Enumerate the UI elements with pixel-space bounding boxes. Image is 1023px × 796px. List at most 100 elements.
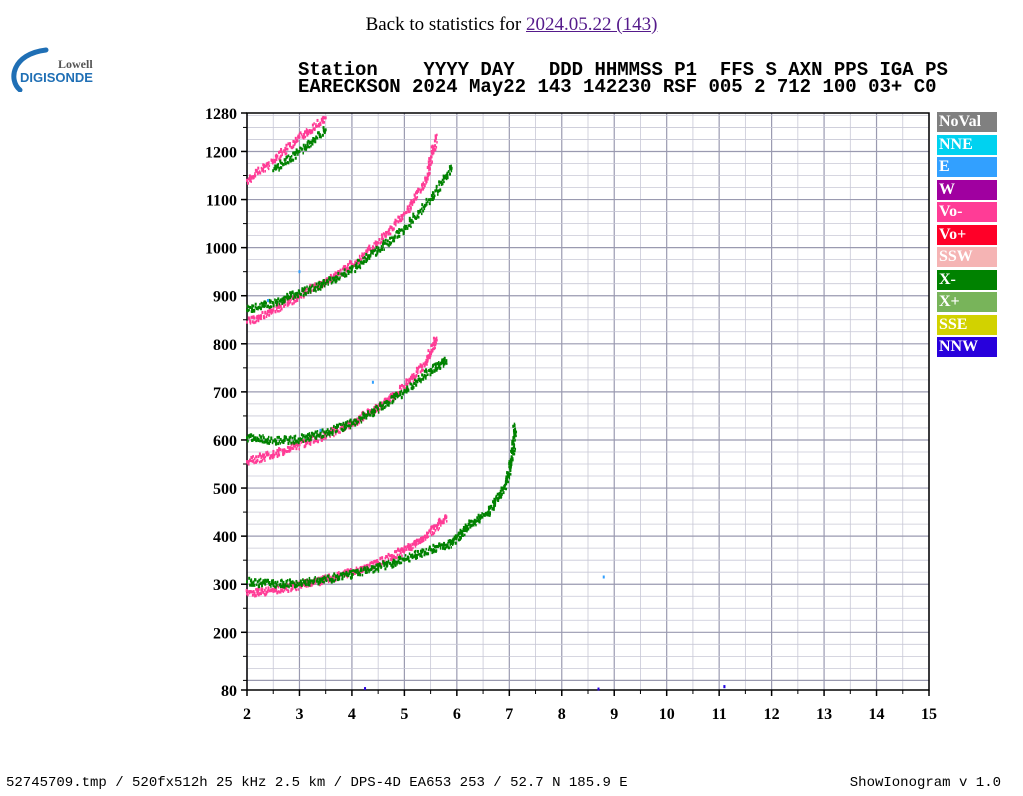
data-point-vo- bbox=[358, 570, 360, 573]
data-point-vo- bbox=[311, 131, 314, 134]
data-point-x- bbox=[380, 408, 383, 411]
data-point-vo- bbox=[291, 146, 294, 150]
data-point-vo- bbox=[254, 174, 257, 178]
data-point-x- bbox=[281, 440, 284, 444]
data-point-x- bbox=[446, 362, 448, 365]
y-tick-label: 80 bbox=[221, 683, 237, 700]
data-point-vo- bbox=[252, 175, 255, 179]
data-point-vo- bbox=[248, 590, 251, 594]
data-point-vo- bbox=[287, 299, 290, 303]
data-point-vo- bbox=[387, 552, 390, 556]
data-point-vo- bbox=[428, 168, 430, 172]
data-point-x- bbox=[412, 385, 415, 389]
data-point-x- bbox=[272, 584, 275, 588]
data-point-x- bbox=[341, 574, 344, 577]
data-point-vo- bbox=[265, 586, 267, 590]
data-point-x- bbox=[355, 262, 358, 266]
data-point-x- bbox=[282, 582, 285, 586]
data-point-vo- bbox=[316, 439, 319, 443]
data-point-vo- bbox=[329, 435, 331, 438]
data-point-x- bbox=[275, 442, 278, 446]
data-point-vo- bbox=[283, 588, 286, 592]
data-point-x- bbox=[475, 523, 477, 527]
data-point-vo- bbox=[260, 588, 263, 592]
data-point-x- bbox=[432, 364, 435, 368]
data-point-vo- bbox=[249, 322, 252, 325]
statistics-date-link[interactable]: 2024.05.22 (143) bbox=[526, 14, 658, 35]
x-tick-label: 14 bbox=[869, 706, 885, 723]
data-point-x- bbox=[434, 364, 437, 368]
data-point-vo- bbox=[432, 347, 435, 351]
data-point-x- bbox=[434, 366, 437, 370]
data-point-vo- bbox=[393, 398, 395, 401]
data-point-vo- bbox=[423, 186, 425, 189]
data-point-x- bbox=[457, 533, 460, 537]
data-point-vo- bbox=[286, 303, 289, 307]
data-point-x- bbox=[330, 580, 333, 584]
data-point-vo- bbox=[273, 587, 276, 590]
data-point-x- bbox=[362, 256, 364, 260]
data-point-x- bbox=[364, 568, 367, 571]
data-point-x- bbox=[469, 525, 472, 529]
data-point-x- bbox=[504, 487, 507, 491]
data-point-vo- bbox=[296, 443, 299, 447]
data-point-x- bbox=[293, 292, 295, 296]
data-point-x- bbox=[513, 433, 516, 437]
data-point-x- bbox=[352, 569, 354, 572]
data-point-vo- bbox=[433, 531, 436, 535]
data-point-vo- bbox=[293, 301, 295, 305]
data-point-x- bbox=[307, 139, 310, 143]
data-point-vo- bbox=[258, 588, 260, 591]
data-point-x- bbox=[334, 425, 337, 429]
data-point-x- bbox=[478, 515, 481, 519]
data-point-x- bbox=[307, 433, 310, 437]
data-point-x- bbox=[248, 436, 250, 439]
data-point-x- bbox=[318, 580, 320, 584]
data-point-vo- bbox=[423, 184, 426, 188]
data-point-vo- bbox=[406, 544, 409, 548]
data-point-x- bbox=[316, 577, 319, 581]
data-point-x- bbox=[327, 431, 330, 435]
data-point-vo- bbox=[310, 129, 313, 133]
data-point-x- bbox=[294, 295, 297, 299]
data-point-vo- bbox=[429, 155, 432, 159]
data-point-x- bbox=[454, 534, 457, 538]
data-point-x- bbox=[436, 545, 439, 549]
data-point-x- bbox=[274, 298, 276, 301]
data-point-x- bbox=[501, 488, 503, 492]
data-point-x- bbox=[416, 556, 419, 560]
y-tick-label: 700 bbox=[213, 385, 237, 402]
data-point-x- bbox=[313, 577, 316, 580]
data-point-x- bbox=[297, 295, 300, 299]
data-point-x- bbox=[481, 515, 484, 519]
data-point-x- bbox=[331, 280, 334, 284]
data-point-x- bbox=[443, 547, 446, 551]
data-point-x- bbox=[510, 466, 512, 469]
data-point-vo- bbox=[409, 210, 411, 214]
data-point-vo- bbox=[408, 544, 411, 548]
data-point-vo- bbox=[312, 440, 315, 444]
data-point-vo- bbox=[258, 592, 261, 596]
data-point-x- bbox=[284, 295, 287, 299]
data-point-x- bbox=[410, 553, 413, 557]
data-point-vo- bbox=[426, 533, 428, 537]
data-point-vo- bbox=[277, 590, 280, 593]
data-point-vo- bbox=[297, 135, 300, 139]
data-point-x- bbox=[366, 413, 369, 416]
data-point-vo- bbox=[361, 570, 364, 574]
data-point-x- bbox=[343, 575, 346, 578]
data-point-x- bbox=[422, 548, 425, 552]
data-point-vo- bbox=[326, 577, 329, 581]
data-point-vo- bbox=[445, 520, 448, 523]
legend: NoVal NNE E W Vo- Vo+ SSW X- X+ SSE NNW bbox=[937, 112, 997, 360]
data-point-x- bbox=[372, 570, 375, 574]
data-point-x- bbox=[362, 411, 365, 415]
data-point-x- bbox=[394, 397, 397, 401]
data-point-vo- bbox=[267, 586, 270, 590]
data-point-x- bbox=[324, 576, 327, 580]
data-point-x- bbox=[343, 425, 346, 429]
data-point-vo- bbox=[373, 247, 376, 250]
data-point-x- bbox=[433, 363, 436, 366]
data-point-x- bbox=[349, 426, 352, 430]
data-point-vo- bbox=[282, 448, 285, 452]
